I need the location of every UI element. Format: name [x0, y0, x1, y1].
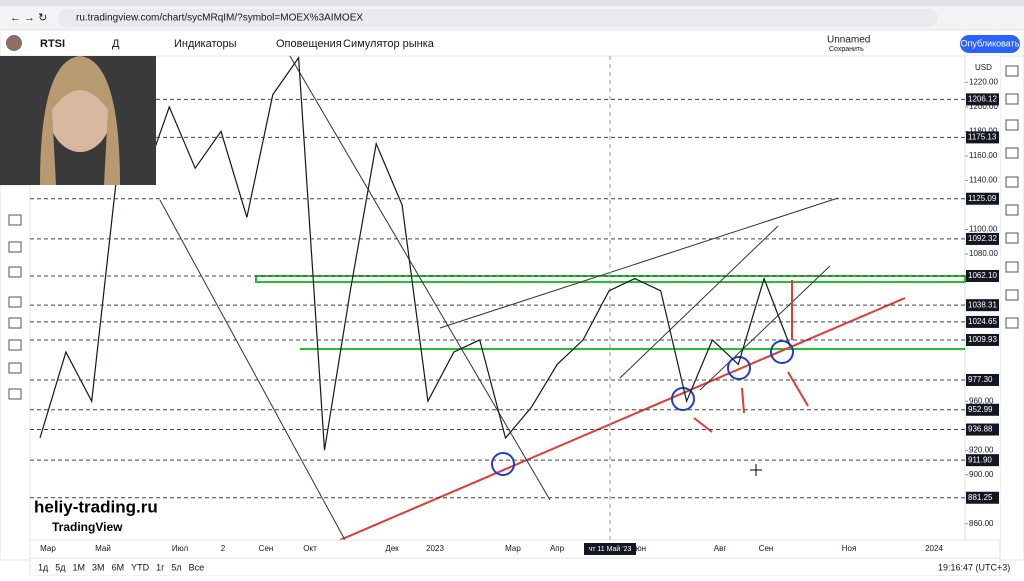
layout-name[interactable]: Unnamed — [827, 35, 870, 46]
channel-2 — [699, 265, 831, 391]
y-tick-label: 1180.00 — [969, 127, 998, 136]
right-sidebar — [999, 55, 1024, 561]
level-label: 1125.09 — [968, 194, 997, 203]
y-tick-label: 1080.00 — [969, 249, 998, 258]
price-line — [39, 56, 791, 451]
watermark-brand: TradingView — [52, 520, 123, 534]
level-label: 1038.31 — [968, 300, 997, 309]
level-badge — [966, 269, 999, 282]
y-tick-label: 920.00 — [969, 445, 994, 454]
level-label: 1092.32 — [968, 234, 997, 243]
range-button[interactable]: 3М — [92, 562, 105, 572]
trend-down-2 — [159, 199, 346, 541]
x-tick-label: Дек — [385, 544, 399, 553]
level-label: 936.88 — [968, 425, 993, 434]
range-button[interactable]: 6М — [112, 562, 125, 572]
y-tick-label: 1140.00 — [969, 176, 998, 185]
address-bar[interactable] — [58, 9, 938, 27]
currency: USD — [975, 63, 992, 72]
nav-back[interactable]: ← → ↻ — [10, 12, 47, 24]
sidebar-icons[interactable] — [1005, 65, 1019, 329]
clock: 19:16:47 (UTC+3) — [938, 562, 1010, 572]
range-button[interactable]: 1М — [73, 562, 86, 572]
level-label: 977.30 — [968, 375, 993, 384]
indicators[interactable]: Индикаторы — [174, 38, 237, 50]
level-badge — [966, 423, 999, 436]
x-tick-label: Окт — [303, 544, 317, 553]
range-button[interactable]: 1д — [38, 562, 49, 572]
trend-upper — [439, 197, 839, 329]
x-tick-label: Апр — [550, 544, 565, 553]
avatar[interactable] — [6, 35, 22, 51]
y-tick-label: 1220.00 — [969, 77, 998, 86]
level-badge — [966, 192, 999, 205]
red-trend — [339, 297, 906, 541]
top-toolbar — [0, 29, 1024, 57]
trend-down — [289, 55, 551, 501]
watermark-site: heliy-trading.ru — [34, 497, 158, 516]
level-badge — [966, 491, 999, 504]
tool-icons[interactable] — [8, 214, 22, 400]
level-badge — [966, 315, 999, 328]
x-tick-label: 2024 — [925, 544, 943, 553]
x-tick-label: Июн — [630, 544, 646, 553]
level-badge — [966, 454, 999, 467]
tab-strip — [0, 0, 1024, 6]
y-tick-label: 960.00 — [969, 396, 994, 405]
crosshair-badge — [584, 543, 636, 555]
level-badge — [966, 299, 999, 312]
range-button[interactable]: 1г — [156, 562, 165, 572]
x-tick-label: Авг — [714, 544, 727, 553]
range-button[interactable]: YTD — [131, 562, 150, 572]
y-tick-label: 900.00 — [969, 470, 994, 479]
level-badge — [966, 232, 999, 245]
save[interactable]: Сохранить — [829, 46, 864, 53]
y-tick-label: 1200.00 — [969, 102, 998, 111]
interval[interactable]: Д — [112, 38, 120, 50]
replay[interactable]: Симулятор рынка — [343, 38, 435, 50]
x-tick-label: Сен — [759, 544, 774, 553]
level-label: 911.90 — [968, 455, 992, 464]
alerts[interactable]: Оповещения — [276, 38, 342, 50]
webcam-hair — [40, 56, 120, 185]
range-button[interactable]: Все — [189, 562, 205, 572]
level-label: 1206.12 — [968, 94, 997, 103]
y-tick-label: 1160.00 — [969, 151, 998, 160]
level-label: 881.25 — [968, 493, 993, 502]
x-tick-label: 2 — [221, 544, 226, 553]
level-badge — [966, 403, 999, 416]
y-tick-label: 1100.00 — [969, 225, 998, 234]
x-tick-label: Май — [95, 544, 111, 553]
symbol[interactable]: RTSI — [40, 38, 65, 50]
range-button[interactable]: 5л — [171, 562, 181, 572]
level-badge — [966, 93, 999, 106]
level-badge — [966, 333, 999, 346]
level-badge — [966, 373, 999, 386]
level-label: 952.99 — [968, 405, 993, 414]
x-tick-label: Ноя — [842, 544, 857, 553]
drawings — [159, 55, 966, 541]
level-badge — [966, 131, 999, 144]
level-label: 1024.65 — [968, 317, 997, 326]
level-label: 1009.93 — [968, 335, 997, 344]
crosshair-label: чт 11 Май '23 — [589, 545, 632, 553]
range-button[interactable]: 5д — [55, 562, 66, 572]
channel-1 — [619, 225, 779, 379]
x-tick-label: Мар — [40, 544, 56, 553]
publish[interactable]: Опубликовать — [961, 38, 1020, 48]
url: ru.tradingview.com/chart/sycMRqIM/?symbo… — [76, 13, 363, 24]
x-tick-label: Сен — [259, 544, 274, 553]
level-label: 1175.13 — [968, 132, 997, 141]
level-label: 1062.10 — [968, 271, 997, 280]
y-tick-label: 860.00 — [969, 519, 994, 528]
x-tick-label: Июл — [172, 544, 189, 553]
publish-button[interactable] — [960, 35, 1020, 53]
x-tick-label: 2023 — [426, 544, 444, 553]
x-tick-label: Мар — [505, 544, 521, 553]
